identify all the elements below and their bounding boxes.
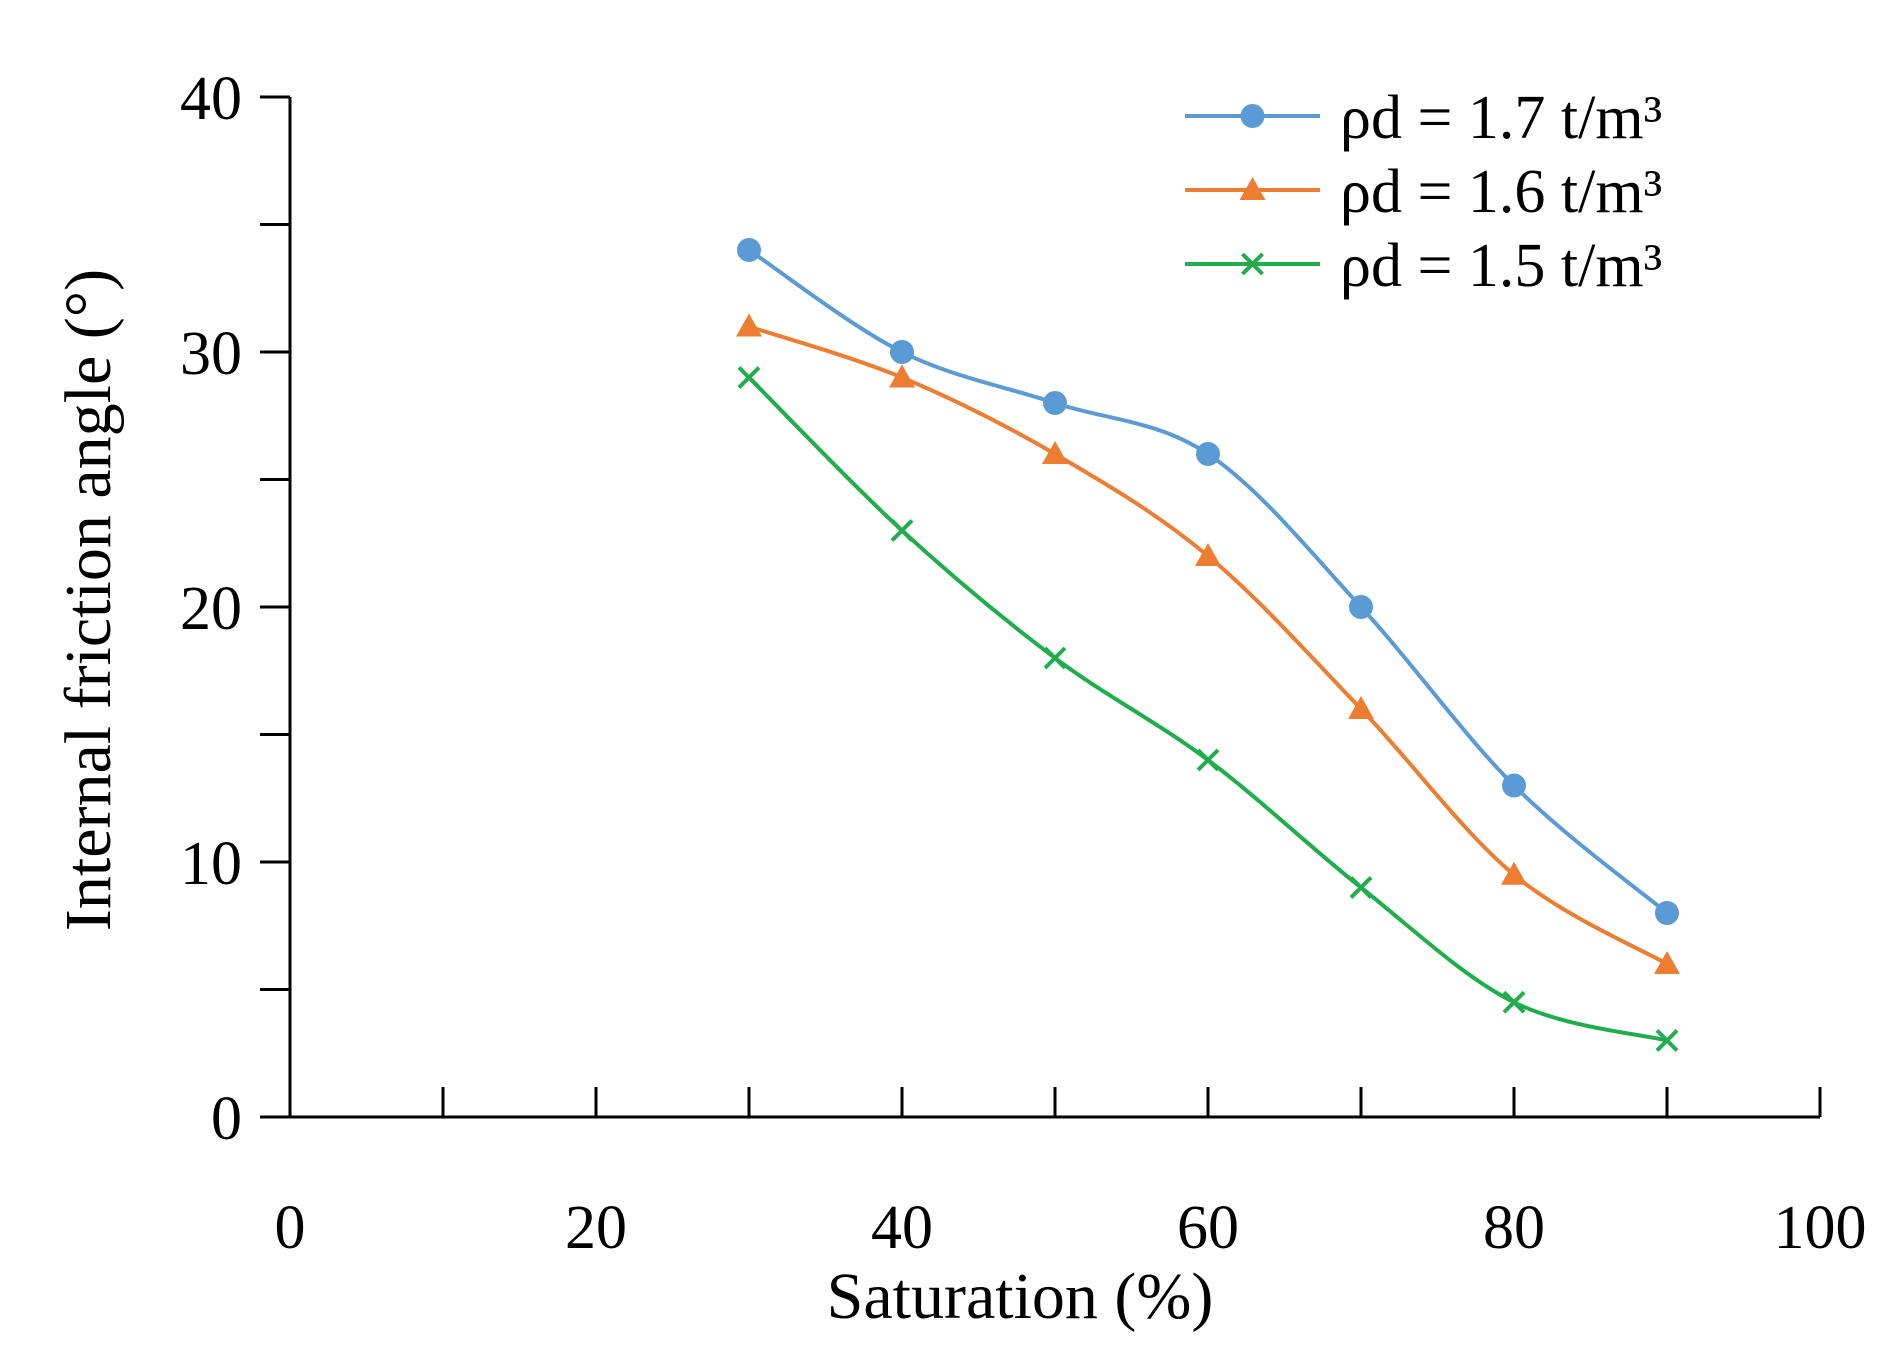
- x-tick-label: 80: [1483, 1194, 1545, 1262]
- data-point: [1196, 748, 1220, 772]
- series-line: [747, 376, 1668, 1043]
- legend-marker: [1239, 177, 1266, 200]
- y-axis-title: Internal friction angle (°): [52, 269, 125, 931]
- y-tick-label: 10: [180, 830, 242, 898]
- data-point-stroke-b: [737, 366, 761, 389]
- data-point: [1196, 442, 1220, 466]
- data-point: [1502, 773, 1526, 798]
- data-point-stroke-b: [1502, 990, 1526, 1014]
- data-point: [1501, 861, 1527, 885]
- series-3: [737, 366, 1679, 1052]
- data-point-stroke-b: [1349, 876, 1373, 899]
- legend-label: ρd = 1.6 t/m³: [1340, 158, 1662, 226]
- data-point: [1655, 1029, 1679, 1052]
- x-tick-label: 60: [1177, 1194, 1239, 1262]
- data-point-stroke-b: [1043, 646, 1067, 670]
- data-point: [1195, 543, 1221, 566]
- series-line: [747, 248, 1669, 915]
- legend-marker: [1240, 104, 1265, 128]
- series-1: [737, 238, 1679, 925]
- data-point-stroke-b: [1196, 748, 1220, 772]
- data-point-stroke-b: [1655, 1029, 1679, 1052]
- data-point: [1655, 901, 1679, 925]
- data-point: [1654, 951, 1680, 974]
- x-tick-label: 100: [1774, 1194, 1867, 1262]
- data-point: [890, 340, 914, 364]
- data-point: [1043, 391, 1067, 415]
- legend-label: ρd = 1.7 t/m³: [1340, 84, 1662, 152]
- y-tick-label: 40: [180, 65, 242, 133]
- y-tick-label: 30: [180, 320, 242, 388]
- legend-item: ρd = 1.7 t/m³: [1185, 84, 1662, 152]
- legend-item: ρd = 1.5 t/m³: [1185, 232, 1662, 300]
- data-point-stroke-b: [890, 519, 914, 542]
- series-layer: [736, 238, 1680, 1052]
- y-tick-label: 0: [211, 1085, 242, 1153]
- data-point: [1348, 696, 1374, 719]
- x-tick-label: 0: [275, 1194, 306, 1262]
- data-point: [890, 519, 914, 542]
- x-tick-label: 20: [565, 1194, 627, 1262]
- data-point: [1043, 646, 1067, 670]
- legend-item: ρd = 1.6 t/m³: [1185, 158, 1662, 226]
- data-point: [889, 364, 915, 388]
- data-point: [736, 313, 762, 337]
- axes: 0 20 40 60 80 100 0 10 20 30 40: [180, 65, 1867, 1262]
- data-point: [1042, 441, 1068, 464]
- data-point: [737, 366, 761, 389]
- y-tick-label: 20: [180, 575, 242, 643]
- legend-marker: [1241, 252, 1264, 276]
- data-point: [737, 238, 761, 262]
- legend-label: ρd = 1.5 t/m³: [1340, 232, 1662, 300]
- data-point: [1349, 595, 1373, 619]
- series-line: [748, 324, 1669, 966]
- legend-marker-stroke-b: [1241, 252, 1264, 276]
- series-2: [736, 313, 1680, 974]
- data-point: [1349, 876, 1373, 899]
- x-tick-label: 40: [871, 1194, 933, 1262]
- x-axis-title: Saturation (%): [827, 1260, 1214, 1333]
- data-point: [1502, 990, 1526, 1014]
